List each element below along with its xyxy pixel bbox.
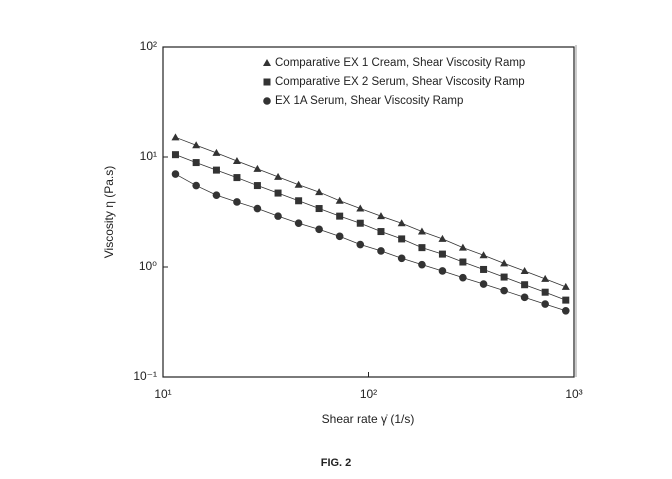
marker-triangle: [417, 227, 426, 235]
marker-triangle: [458, 243, 467, 251]
marker-square: [171, 151, 179, 159]
marker-triangle: [171, 133, 180, 141]
marker-circle: [520, 293, 529, 302]
x-tick-label: 10³: [565, 387, 582, 401]
marker-triangle: [212, 148, 221, 156]
marker-triangle: [438, 234, 447, 242]
marker-circle: [335, 232, 344, 241]
marker-square: [233, 174, 241, 182]
marker-circle: [356, 240, 365, 249]
marker-circle: [315, 225, 323, 234]
marker-square: [398, 235, 406, 243]
caption: FIG. 2: [321, 457, 352, 469]
y-tick-label: 10⁰: [139, 259, 157, 273]
marker-square: [192, 159, 200, 167]
y-tick-label: 10⁻¹: [133, 369, 157, 383]
marker-triangle: [315, 188, 324, 196]
y-tick-label: 10¹: [140, 149, 157, 163]
marker-circle: [561, 306, 570, 315]
marker-square: [274, 189, 282, 197]
marker-triangle: [500, 259, 509, 267]
marker-triangle: [356, 204, 365, 212]
marker-circle: [418, 260, 426, 269]
marker-circle: [500, 286, 508, 295]
marker-circle: [263, 97, 271, 105]
marker-square: [541, 288, 549, 296]
marker-square: [377, 228, 385, 236]
x-tick-label: 10¹: [154, 387, 171, 401]
marker-circle: [171, 170, 180, 178]
marker-circle: [253, 204, 262, 213]
marker-square: [253, 182, 261, 190]
marker-triangle: [192, 141, 201, 149]
marker-square: [263, 78, 271, 86]
marker-circle: [479, 280, 488, 288]
marker-square: [480, 265, 488, 273]
marker-triangle: [397, 219, 406, 227]
marker-square: [336, 212, 344, 220]
marker-square: [315, 205, 323, 213]
marker-circle: [397, 254, 406, 263]
marker-triangle: [479, 251, 488, 259]
marker-circle: [192, 181, 200, 190]
series-line: [175, 136, 566, 288]
legend-label: Comparative EX 2 Serum, Shear Viscosity …: [275, 76, 525, 88]
legend-label: EX 1A Serum, Shear Viscosity Ramp: [275, 95, 463, 107]
marker-circle: [541, 300, 549, 308]
y-axis-label: Viscosity η (Pa.s): [102, 166, 116, 258]
legend-label: Comparative EX 1 Cream, Shear Viscosity …: [275, 57, 525, 69]
marker-square: [500, 273, 508, 281]
marker-circle: [233, 198, 241, 206]
marker-circle: [294, 219, 303, 228]
marker-square: [459, 258, 467, 266]
marker-circle: [438, 267, 447, 275]
marker-square: [521, 281, 529, 289]
marker-square: [356, 219, 364, 227]
marker-triangle: [335, 196, 344, 204]
y-tick-label: 10²: [140, 39, 157, 53]
marker-circle: [212, 191, 221, 199]
marker-circle: [377, 247, 385, 255]
marker-square: [562, 296, 570, 304]
marker-triangle: [253, 164, 262, 172]
marker-triangle: [541, 274, 550, 282]
marker-triangle: [263, 59, 271, 66]
marker-triangle: [376, 212, 385, 220]
marker-circle: [274, 212, 282, 220]
marker-triangle: [274, 172, 283, 180]
marker-circle: [459, 273, 467, 282]
marker-triangle: [294, 180, 303, 188]
marker-square: [438, 250, 446, 258]
marker-triangle: [232, 156, 241, 164]
marker-triangle: [520, 266, 529, 274]
marker-triangle: [561, 282, 570, 290]
x-axis-label: Shear rate γ̇ (1/s): [322, 412, 415, 426]
marker-square: [212, 166, 220, 174]
x-tick-label: 10²: [360, 387, 377, 401]
marker-square: [295, 197, 303, 205]
marker-square: [418, 244, 426, 252]
